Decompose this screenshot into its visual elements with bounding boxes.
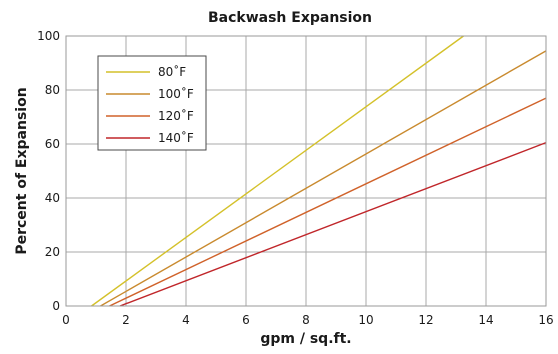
legend-label-1: 100˚F bbox=[158, 86, 194, 101]
x-tick-label: 16 bbox=[538, 313, 553, 327]
legend-label-3: 140˚F bbox=[158, 130, 194, 145]
y-tick-labels: 0 20 40 60 80 100 bbox=[37, 29, 60, 313]
y-tick-label: 100 bbox=[37, 29, 60, 43]
y-tick-label: 20 bbox=[45, 245, 60, 259]
y-axis-label: Percent of Expansion bbox=[14, 87, 30, 254]
x-tick-label: 12 bbox=[418, 313, 433, 327]
y-tick-label: 60 bbox=[45, 137, 60, 151]
y-tick-label: 0 bbox=[52, 299, 60, 313]
x-tick-label: 10 bbox=[358, 313, 373, 327]
series-lines bbox=[91, 35, 547, 307]
y-tick-label: 80 bbox=[45, 83, 60, 97]
x-tick-label: 14 bbox=[478, 313, 493, 327]
series-line-2 bbox=[109, 97, 547, 307]
x-tick-label: 6 bbox=[242, 313, 250, 327]
series-line-3 bbox=[119, 141, 547, 307]
series-line-0 bbox=[91, 35, 464, 307]
x-tick-label: 8 bbox=[302, 313, 310, 327]
x-tick-labels: 0 2 4 6 8 10 12 14 16 bbox=[62, 313, 553, 327]
x-tick-label: 2 bbox=[122, 313, 130, 327]
x-axis-label: gpm / sq.ft. bbox=[260, 331, 351, 347]
legend-label-2: 120˚F bbox=[158, 108, 194, 123]
legend: 80˚F 100˚F 120˚F 140˚F bbox=[97, 55, 207, 151]
y-tick-label: 40 bbox=[45, 191, 60, 205]
x-tick-label: 0 bbox=[62, 313, 70, 327]
series-line-1 bbox=[100, 50, 547, 307]
legend-label-0: 80˚F bbox=[158, 64, 186, 79]
plot-frame bbox=[65, 35, 547, 307]
x-tick-label: 4 bbox=[182, 313, 190, 327]
chart-title: Backwash Expansion bbox=[208, 10, 372, 26]
